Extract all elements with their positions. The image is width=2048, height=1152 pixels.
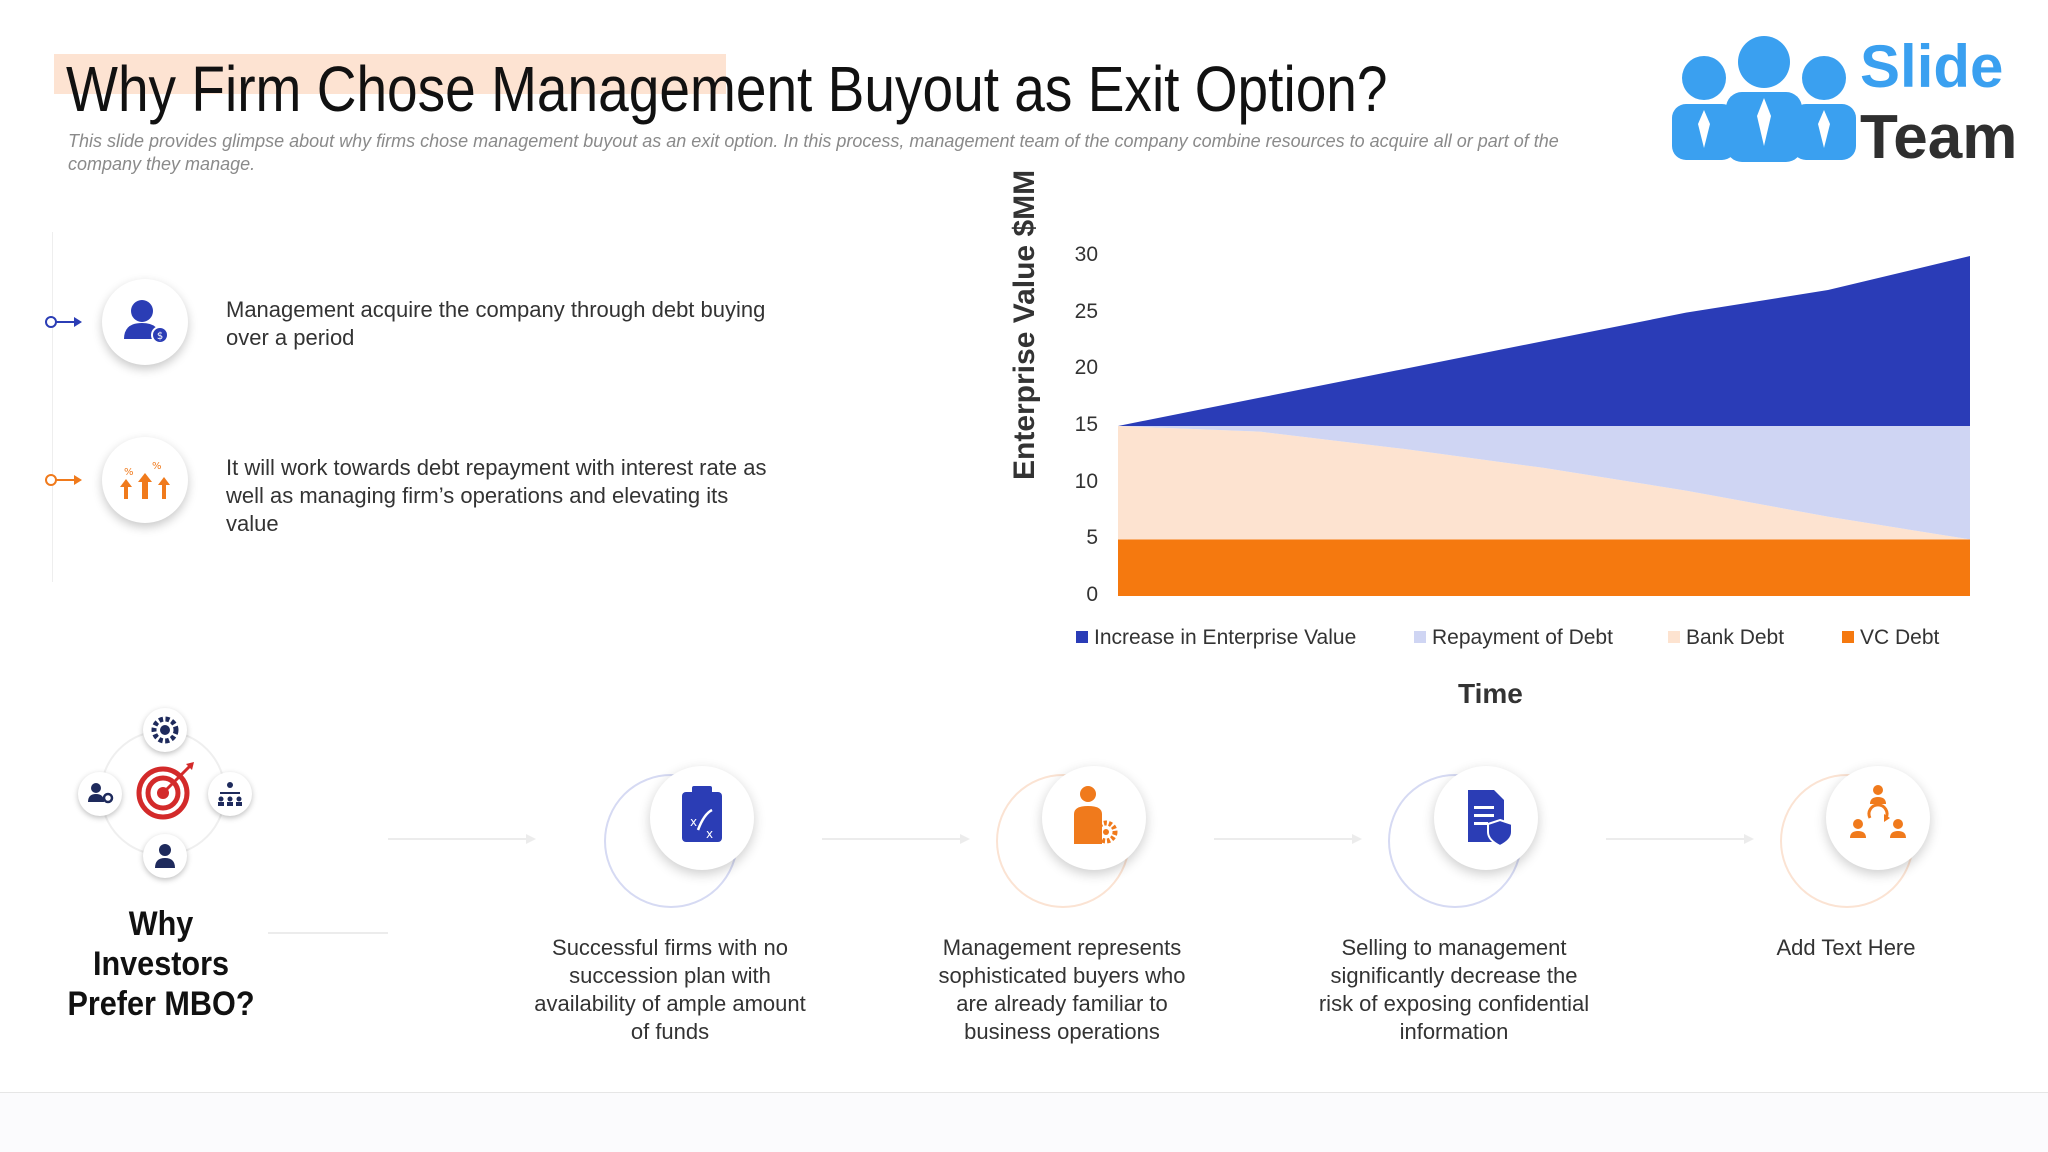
secure-document-icon — [1468, 790, 1513, 848]
y-tick-label: 5 — [1086, 526, 1098, 550]
footer-divider — [0, 1092, 2048, 1093]
y-tick-label: 30 — [1074, 243, 1098, 266]
svg-text:$: $ — [157, 331, 163, 342]
point-text: It will work towards debt repayment with… — [226, 455, 767, 536]
y-tick-label: 25 — [1074, 299, 1098, 323]
point-icon-circle: % % — [102, 437, 188, 523]
mbo-title: Why Investors Prefer MBO? — [67, 905, 255, 1023]
legend-label: Bank Debt — [1686, 626, 1785, 649]
step-text: Management represents sophisticated buye… — [938, 935, 1186, 1044]
y-tick-label: 0 — [1086, 583, 1098, 606]
growth-arrows-icon: % % — [120, 461, 170, 499]
svg-text:x: x — [690, 815, 697, 829]
footer-band — [0, 1093, 2048, 1152]
title-highlight — [54, 54, 726, 94]
flow-arrowhead — [1352, 834, 1362, 844]
legend-label: Increase in Enterprise Value — [1094, 626, 1357, 649]
page-title: Why Firm Chose Management Buyout as Exit… — [66, 53, 1388, 125]
legend-label: VC Debt — [1860, 626, 1940, 649]
flow-arrow — [388, 838, 528, 840]
flow-arrowhead — [526, 834, 536, 844]
y-tick-label: 20 — [1074, 356, 1098, 380]
point-icon-circle: $ — [102, 279, 188, 365]
svg-text:%: % — [124, 467, 134, 478]
svg-text:x: x — [706, 827, 713, 841]
mbo-title-connector — [268, 932, 388, 934]
point-text: Management acquire the company through d… — [226, 297, 766, 350]
flow-arrow — [1214, 838, 1354, 840]
area-series-vc-debt — [1118, 539, 1970, 596]
flow-arrowhead — [1744, 834, 1754, 844]
legend-swatch — [1668, 631, 1680, 643]
y-tick-label: 10 — [1074, 469, 1098, 493]
left-bracket — [0, 232, 53, 582]
legend-swatch — [1076, 631, 1088, 643]
step-icon-circle — [1434, 766, 1538, 870]
page-subtitle: This slide provides glimpse about why fi… — [68, 131, 1559, 174]
legend-item: VC Debt — [1842, 626, 1939, 650]
slideteam-logo — [1664, 28, 2024, 168]
area-series-repayment-of-debt — [1118, 426, 1970, 540]
x-axis-label: Time — [1458, 678, 1523, 709]
people-logo-icon — [1672, 36, 1856, 162]
y-axis-label: Enterprise Value $MM — [1008, 169, 1041, 480]
y-tick-label: 15 — [1074, 413, 1098, 436]
clipboard-strategy-icon: x x — [682, 786, 722, 842]
area-chart — [1118, 256, 1970, 596]
legend-item: Repayment of Debt — [1414, 626, 1613, 650]
person-gear-icon — [78, 772, 122, 816]
area-series-increase-in-enterprise-value — [1118, 256, 1970, 426]
logo-text-team: Team — [1860, 103, 2018, 172]
connector-arrow-icon — [45, 474, 82, 486]
svg-text:%: % — [152, 461, 162, 472]
team-cycle-icon — [1850, 785, 1906, 838]
legend-swatch — [1414, 631, 1426, 643]
step-text: Add Text Here — [1776, 935, 1916, 960]
gear-icon — [143, 708, 187, 752]
step-text: Successful firms with no succession plan… — [534, 935, 806, 1044]
legend-swatch — [1842, 631, 1854, 643]
businessman-icon — [143, 834, 187, 878]
area-series-bank-debt — [1118, 426, 1970, 540]
flow-arrow — [1606, 838, 1746, 840]
flow-arrow — [822, 838, 962, 840]
step-icon-circle — [1042, 766, 1146, 870]
step-text: Selling to management significantly decr… — [1318, 935, 1590, 1044]
legend-label: Repayment of Debt — [1432, 626, 1613, 649]
step-icon-circle — [1826, 766, 1930, 870]
legend-item: Increase in Enterprise Value — [1076, 626, 1356, 650]
step-icon-circle: x x — [650, 766, 754, 870]
connector-arrow-icon — [45, 316, 82, 328]
user-dollar-icon: $ — [124, 300, 169, 344]
flow-arrowhead — [960, 834, 970, 844]
logo-text-slide: Slide — [1860, 33, 2004, 100]
org-chart-icon — [208, 772, 252, 816]
legend-item: Bank Debt — [1668, 626, 1784, 650]
businessman-gear-icon — [1074, 786, 1118, 844]
